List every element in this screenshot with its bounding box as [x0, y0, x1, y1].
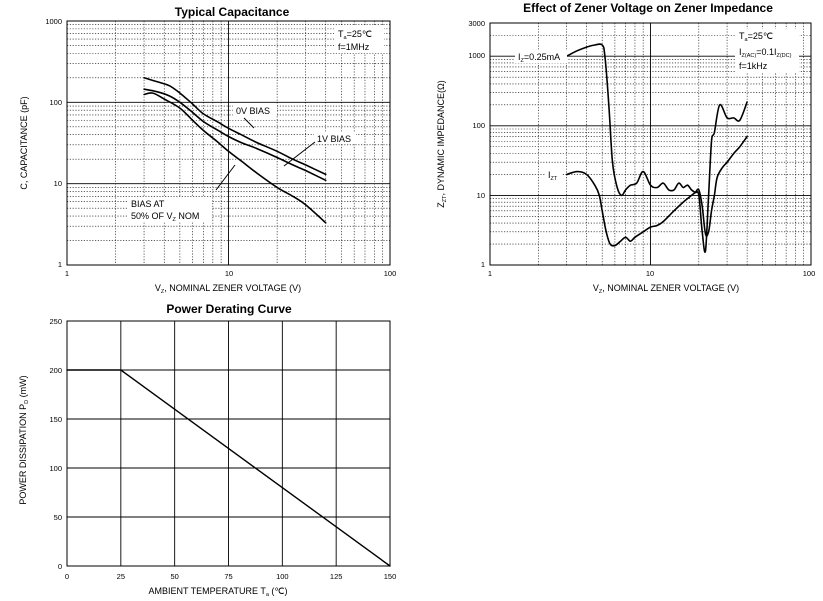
derating-tick-labels: 0 25 50 75 100 125 150 0 50 100 150 200 250	[49, 317, 396, 581]
derating-chart-title: Power Derating Curve	[166, 302, 292, 316]
derating-y-tick: 0	[58, 562, 62, 571]
capacitance-tick-labels: 1 10 100 1000 1 10 100	[45, 17, 396, 278]
capacitance-conditions: Ta=25℃ f=1MHz	[334, 26, 384, 53]
impedance-grid	[490, 23, 811, 265]
derating-grid	[67, 321, 390, 566]
capacitance-plot-frame	[66, 20, 391, 266]
impedance-chart: Effect of Zener Voltage on Zener Impedan…	[436, 1, 815, 295]
label-iz-025ma: IZ=0.25mA	[518, 52, 560, 64]
impedance-x-tick-1: 1	[488, 269, 492, 278]
capacitance-annotations: 0V BIAS 1V BIAS BIAS AT 50% OF VZ NOM	[128, 105, 356, 223]
capacitance-frequency-condition: f=1MHz	[338, 42, 370, 52]
capacitance-x-tick-10: 10	[225, 269, 233, 278]
label-50pct-bias-line1: BIAS AT	[131, 199, 165, 209]
capacitance-curves	[143, 77, 327, 224]
label-50pct-bias-leader	[215, 164, 236, 191]
curve-0v-bias	[143, 77, 327, 176]
impedance-curves	[565, 43, 748, 253]
impedance-y-tick-100: 100	[472, 121, 485, 130]
impedance-frequency-condition: f=1kHz	[739, 61, 768, 71]
impedance-annotations: IZ=0.25mA IZT	[515, 50, 567, 182]
capacitance-chart: Typical Capacitance 1 10 100 1000 1 10 1…	[19, 5, 396, 295]
capacitance-ta-condition: Ta=25℃	[338, 29, 372, 41]
derating-curves	[66, 369, 391, 567]
impedance-y-axis-label: ZZT, DYNAMIC IMPEDANCE(Ω)	[436, 80, 448, 207]
derating-x-tick: 75	[224, 572, 232, 581]
impedance-chart-title: Effect of Zener Voltage on Zener Impedan…	[523, 1, 773, 15]
derating-y-tick: 150	[49, 415, 62, 424]
derating-x-tick: 25	[117, 572, 125, 581]
impedance-x-tick-10: 10	[646, 269, 654, 278]
capacitance-chart-title: Typical Capacitance	[175, 5, 290, 19]
derating-y-tick: 100	[49, 464, 62, 473]
derating-chart: Power Derating Curve 0 25 50 75 100 125 150 0 50…	[18, 302, 396, 598]
derating-x-axis-label: AMBIENT TEMPERATURE Ta (℃)	[148, 586, 287, 598]
impedance-ta-condition: Ta=25℃	[739, 31, 773, 43]
curve-1v-bias	[143, 88, 327, 182]
capacitance-x-tick-100: 100	[384, 269, 397, 278]
derating-y-axis-label: POWER DISSIPATION PD (mW)	[18, 375, 30, 504]
capacitance-y-tick-100: 100	[49, 98, 62, 107]
impedance-x-axis-label: VZ, NOMINAL ZENER VOLTAGE (V)	[593, 283, 739, 295]
derating-x-tick: 0	[65, 572, 69, 581]
capacitance-y-tick-1: 1	[58, 260, 62, 269]
label-1v-bias: 1V BIAS	[317, 134, 351, 144]
derating-y-tick: 250	[49, 317, 62, 326]
impedance-y-tick-10: 10	[477, 191, 485, 200]
impedance-y-tick-1: 1	[481, 260, 485, 269]
label-50pct-bias-line2: 50% OF VZ NOM	[131, 211, 199, 223]
capacitance-y-tick-1000: 1000	[45, 17, 62, 26]
capacitance-y-tick-10: 10	[54, 179, 62, 188]
derating-x-tick: 125	[330, 572, 343, 581]
derating-y-tick: 200	[49, 366, 62, 375]
capacitance-x-tick-1: 1	[65, 269, 69, 278]
impedance-conditions: Ta=25℃ IZ(AC)=0.1IZ(DC) f=1kHz	[735, 29, 799, 72]
capacitance-x-axis-label: VZ, NOMINAL ZENER VOLTAGE (V)	[155, 283, 301, 295]
curve-iz-025ma	[565, 43, 748, 253]
label-0v-bias-leader	[243, 117, 255, 129]
derating-x-tick: 50	[170, 572, 178, 581]
derating-plot-frame	[66, 320, 391, 567]
label-0v-bias: 0V BIAS	[236, 106, 270, 116]
derating-x-tick: 150	[384, 572, 397, 581]
impedance-x-tick-100: 100	[803, 269, 816, 278]
curve-50pct-bias	[143, 92, 327, 224]
derating-y-tick: 50	[54, 513, 62, 522]
impedance-y-tick-3000: 3000	[468, 19, 485, 28]
capacitance-y-axis-label: C, CAPACITANCE (pF)	[19, 96, 29, 189]
impedance-iz-condition: IZ(AC)=0.1IZ(DC)	[739, 47, 792, 59]
impedance-tick-labels: 1 10 100 1000 3000 1 10 100	[468, 19, 815, 278]
impedance-y-tick-1000: 1000	[468, 51, 485, 60]
derating-x-tick: 100	[276, 572, 289, 581]
label-izt: IZT	[548, 170, 558, 182]
curve-power-derating	[66, 369, 391, 567]
label-1v-bias-leader	[283, 141, 316, 167]
impedance-plot-frame	[489, 22, 812, 266]
curve-izt	[565, 135, 748, 247]
